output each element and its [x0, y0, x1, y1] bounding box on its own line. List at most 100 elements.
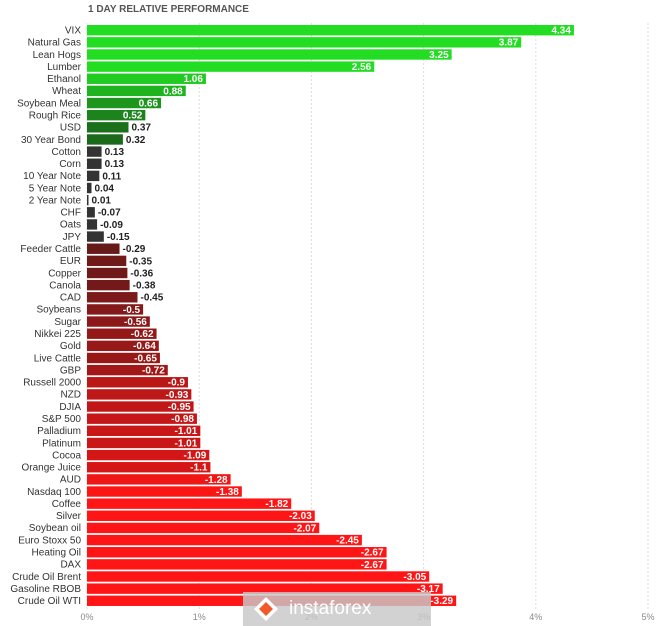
value-label: 0.04 — [94, 183, 114, 194]
category-label: Soybeans — [37, 305, 81, 316]
value-label: -3.17 — [417, 584, 440, 595]
bar — [87, 267, 128, 279]
bar — [87, 486, 242, 497]
value-label: -0.98 — [171, 414, 194, 425]
bar — [87, 389, 192, 400]
bar — [87, 292, 138, 303]
watermark-text: instaforex — [289, 598, 372, 619]
value-label: -1.01 — [175, 438, 198, 449]
watermark: instaforex — [243, 592, 431, 626]
value-label: 0.01 — [92, 196, 112, 207]
bar — [87, 207, 95, 218]
bar — [87, 352, 160, 364]
value-label: 4.34 — [551, 26, 571, 37]
category-label: Gold — [60, 341, 81, 352]
value-label: -0.5 — [123, 305, 141, 316]
instaforex-logo-icon — [254, 597, 278, 621]
bar — [87, 61, 375, 72]
value-label: -0.15 — [107, 232, 130, 243]
x-tick-label: 0% — [80, 612, 93, 622]
value-label: -0.07 — [98, 208, 121, 219]
value-label: -1.28 — [205, 475, 228, 486]
bar — [87, 401, 194, 412]
value-label: 0.52 — [123, 111, 143, 122]
bar — [87, 425, 201, 437]
value-label: -0.38 — [133, 281, 156, 292]
category-label: Platinum — [42, 438, 81, 449]
value-label: -0.9 — [168, 378, 186, 389]
value-label: 1.06 — [183, 74, 203, 85]
category-label: Soybean oil — [29, 523, 81, 534]
category-label: GBP — [60, 365, 81, 376]
category-label: Crude Oil Brent — [12, 572, 81, 583]
category-label: DAX — [60, 560, 81, 571]
value-label: -0.65 — [134, 353, 157, 364]
category-label: Corn — [59, 159, 81, 170]
bar — [87, 377, 188, 388]
category-label: Live Cattle — [34, 353, 82, 364]
category-label: S&P 500 — [42, 414, 82, 425]
category-label: Crude Oil WTI — [18, 596, 81, 607]
bar — [87, 316, 150, 327]
bar — [87, 328, 157, 339]
category-label: Lean Hogs — [33, 50, 81, 61]
value-label: 3.87 — [499, 38, 519, 49]
bar — [87, 534, 362, 546]
bar — [87, 498, 292, 509]
bar — [87, 182, 92, 194]
bar — [87, 304, 144, 315]
bar — [87, 583, 443, 594]
category-label: JPY — [63, 232, 82, 243]
category-label: USD — [60, 123, 81, 134]
category-label: CAD — [60, 293, 81, 304]
category-label: Gasoline RBOB — [10, 584, 81, 595]
value-label: -1.09 — [184, 451, 207, 462]
bar — [87, 49, 452, 60]
value-label: -0.64 — [133, 341, 156, 352]
bar — [87, 510, 315, 521]
category-label: 2 Year Note — [29, 195, 82, 206]
bar — [87, 109, 146, 121]
category-label: Soybean Meal — [17, 98, 81, 109]
value-label: -2.67 — [361, 560, 384, 571]
category-label: EUR — [60, 256, 81, 267]
category-label: DJIA — [59, 402, 81, 413]
value-label: -2.67 — [361, 548, 384, 559]
category-label: Cotton — [52, 147, 81, 158]
value-label: -1.82 — [265, 499, 288, 510]
bar — [87, 122, 129, 133]
bar — [87, 37, 522, 48]
category-label: Nikkei 225 — [34, 329, 81, 340]
bar — [87, 194, 89, 206]
bar — [87, 170, 100, 182]
bar — [87, 413, 197, 424]
value-label: -3.05 — [403, 572, 426, 583]
bar — [87, 73, 206, 84]
category-label: CHF — [60, 208, 81, 219]
value-label: -0.62 — [131, 329, 154, 340]
value-label: -0.36 — [130, 268, 153, 279]
category-label: Russell 2000 — [23, 378, 81, 389]
x-tick-label: 5% — [641, 612, 654, 622]
bar — [87, 158, 102, 169]
value-label: -2.45 — [336, 535, 359, 546]
bar — [87, 146, 102, 157]
value-label: -0.09 — [100, 220, 123, 231]
bar — [87, 231, 104, 242]
category-label: Nasdaq 100 — [27, 487, 81, 498]
category-label: Lumber — [47, 62, 82, 73]
value-label: -0.56 — [124, 317, 147, 328]
bar — [87, 571, 430, 582]
value-label: 0.13 — [105, 159, 125, 170]
bar — [87, 85, 186, 97]
bar — [87, 437, 201, 449]
bar — [87, 559, 387, 570]
bar — [87, 462, 211, 473]
category-label: Euro Stoxx 50 — [18, 535, 81, 546]
category-label: 30 Year Bond — [21, 135, 81, 146]
value-label: 0.88 — [163, 86, 183, 97]
bar — [87, 243, 120, 254]
value-label: 0.37 — [132, 123, 152, 134]
bar — [87, 340, 159, 352]
value-label: -2.07 — [293, 523, 316, 534]
